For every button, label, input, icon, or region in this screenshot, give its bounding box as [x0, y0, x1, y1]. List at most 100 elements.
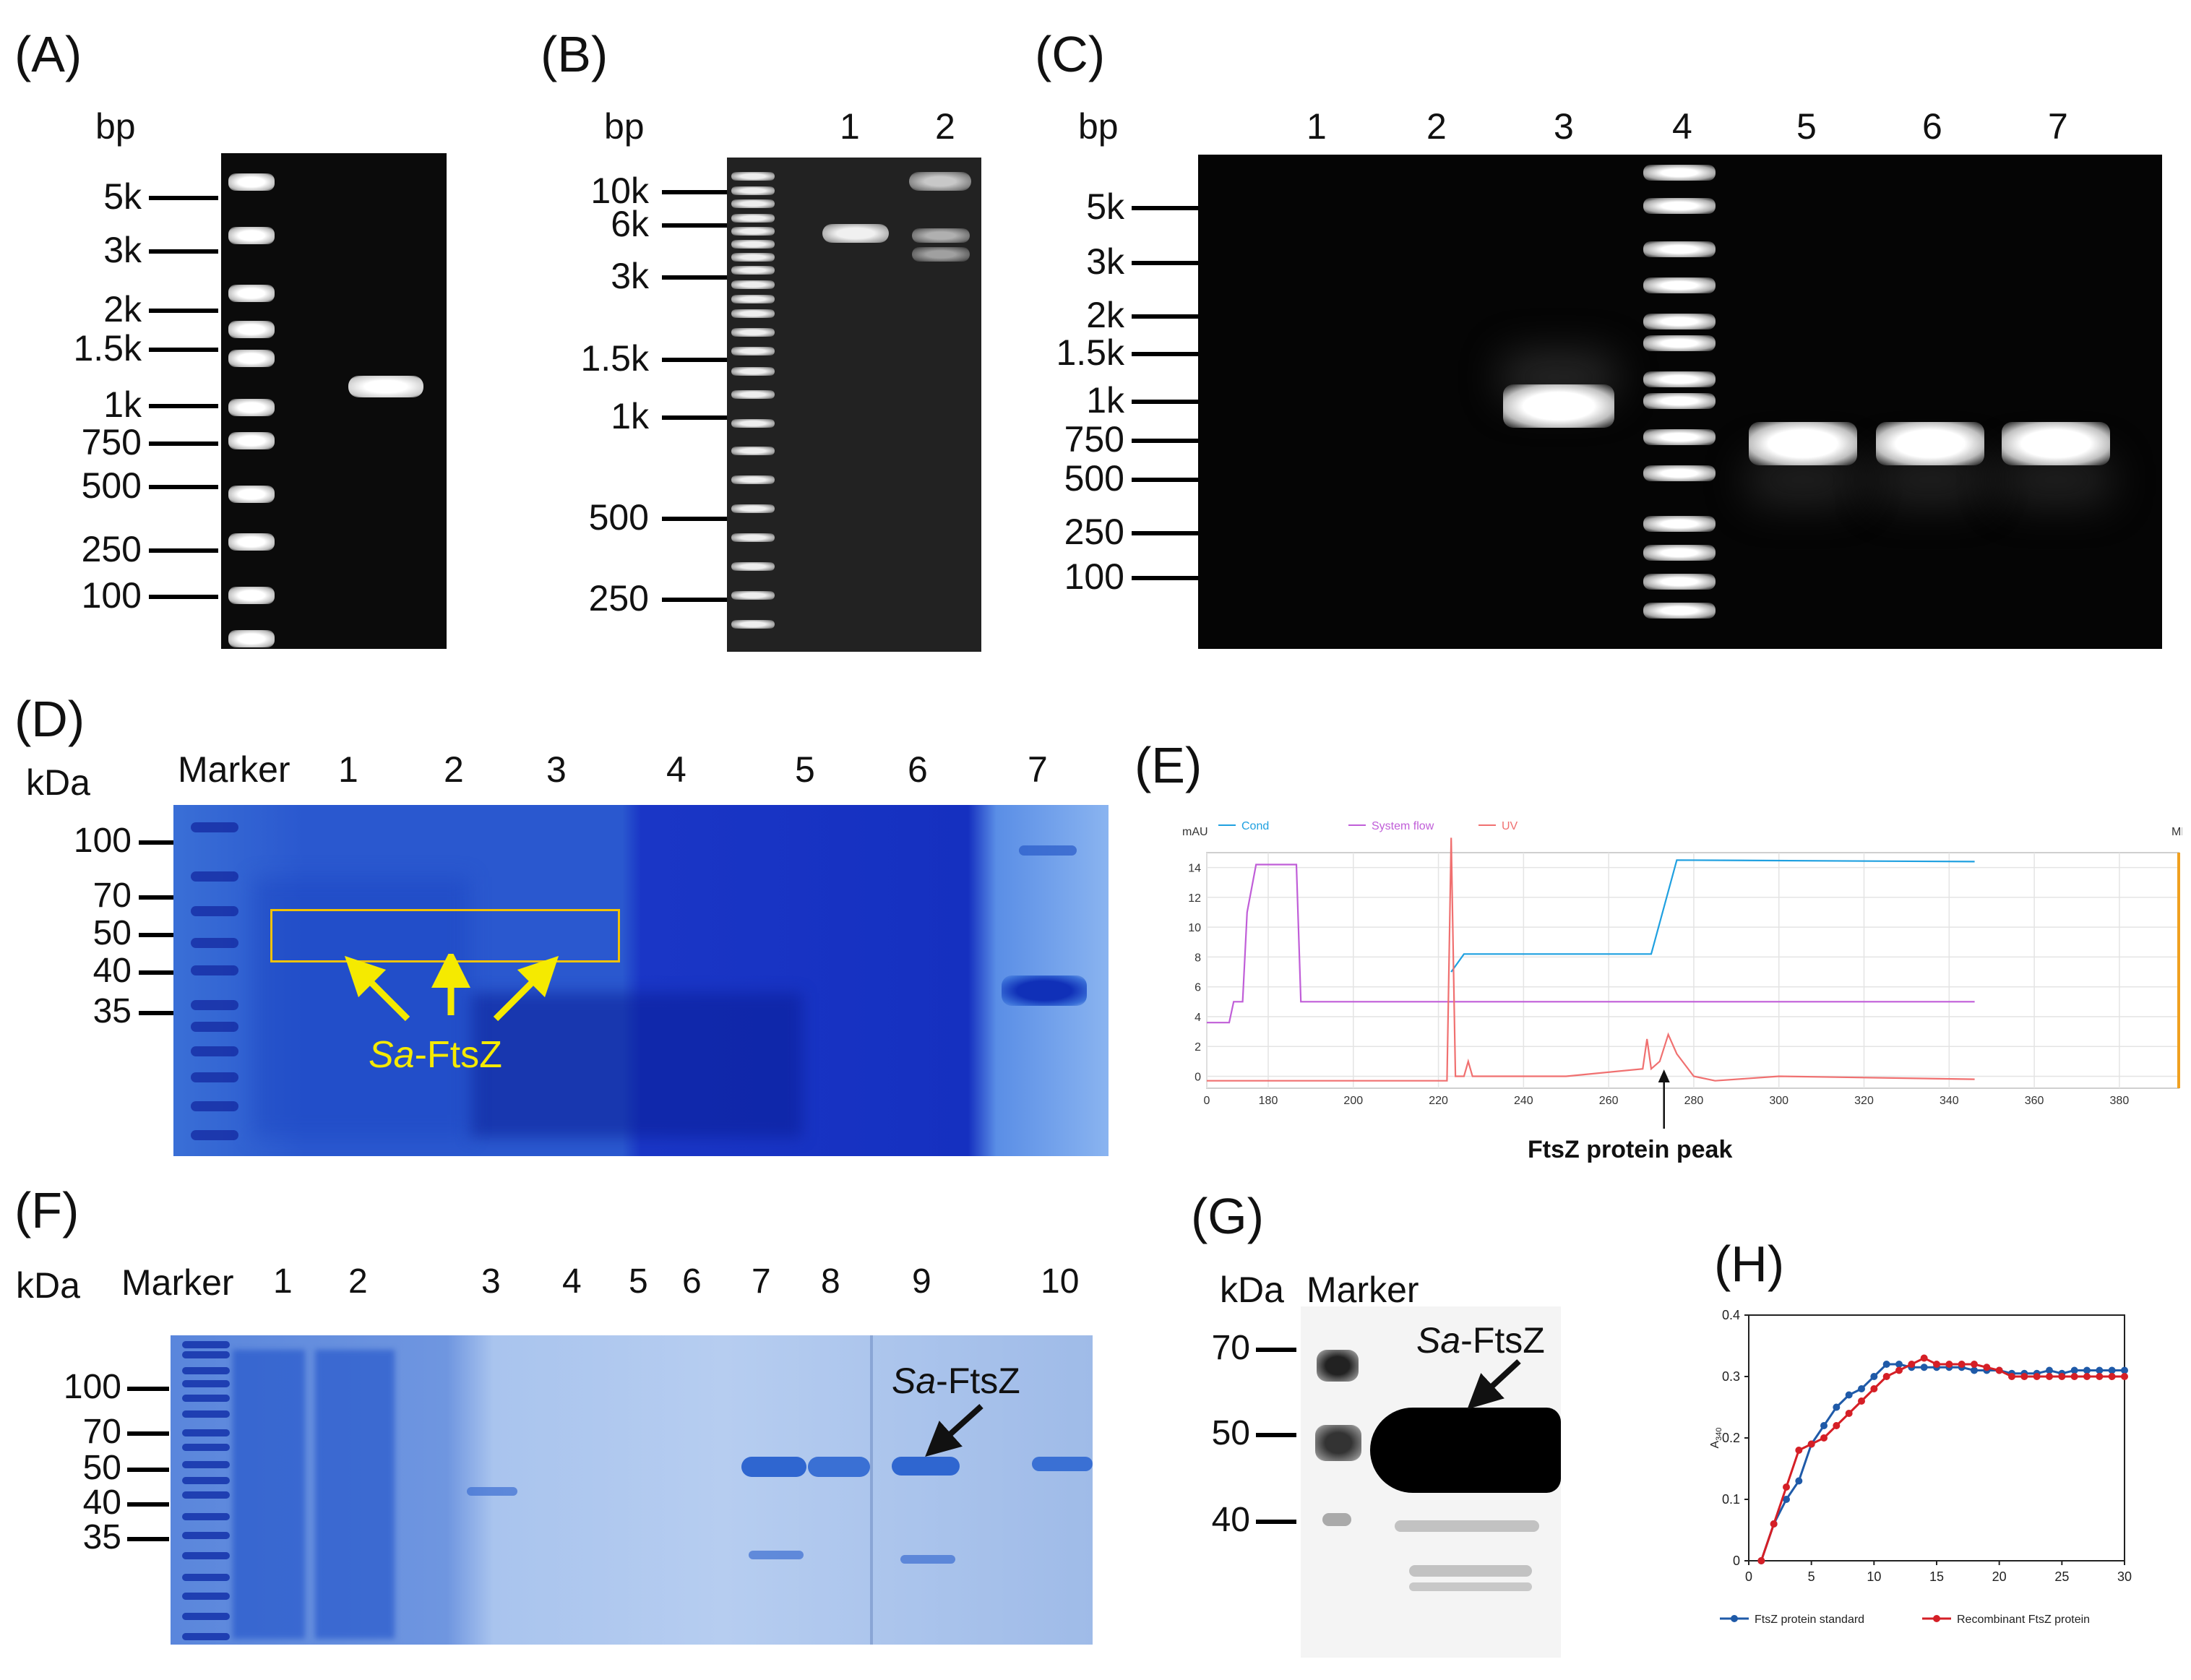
chart-h-point: [2046, 1373, 2053, 1380]
panel-g-arrow: [1467, 1359, 1521, 1410]
chromatogram-xtick: 180: [1259, 1095, 1278, 1107]
lane-d-4: 4: [666, 749, 686, 790]
band-f-lane8: [808, 1457, 870, 1477]
lane-f-7: 7: [752, 1262, 771, 1301]
panel-h-label: (H): [1714, 1236, 1785, 1292]
panel-g-marker-label: Marker: [1307, 1270, 1419, 1310]
chromatogram-xtick: 260: [1599, 1095, 1619, 1107]
lane-c-3: 3: [1554, 106, 1574, 147]
marker-b-1k: 1k: [611, 395, 649, 436]
marker-a-line-5k: [149, 196, 218, 200]
marker-d-40: 40: [92, 951, 132, 990]
ladder-f-band: [182, 1477, 230, 1484]
ladder-b-band: [731, 367, 775, 376]
ladder-f-band: [182, 1367, 230, 1374]
band-b-lane2-low: [912, 247, 970, 262]
lane-f-8: 8: [821, 1262, 840, 1301]
chart-h-series-line-0: [1760, 1363, 2125, 1561]
band-c-lane6: [1876, 422, 1984, 465]
chart-h-point: [2058, 1373, 2066, 1380]
chart-h-point: [1920, 1364, 1928, 1371]
chromatogram-ytick: 0: [1194, 1071, 1201, 1083]
chromatogram-ytick: 10: [1188, 922, 1201, 934]
marker-c-line-3k: [1132, 261, 1200, 265]
ladder-b-band: [731, 309, 775, 318]
chart-h-point: [2083, 1373, 2091, 1380]
ladder-c-band: [1643, 165, 1716, 181]
chart-h-point: [2121, 1373, 2128, 1380]
panel-b-lane-1: 1: [840, 106, 860, 147]
band-c-lane7: [2002, 422, 2110, 465]
marker-a-line-2k: [149, 309, 218, 313]
band-f-lane9: [892, 1457, 960, 1476]
ladder-c-band: [1643, 371, 1716, 387]
marker-c-1k: 1k: [1086, 379, 1124, 421]
chart-h-xtick: 10: [1867, 1569, 1881, 1584]
chart-h-ytick: 0.4: [1722, 1308, 1740, 1322]
marker-d-100: 100: [73, 821, 132, 860]
chromatogram-ytick: 2: [1194, 1041, 1201, 1054]
panel-d-unit: kDa: [26, 762, 90, 803]
marker-d-line-50: [139, 933, 175, 937]
chart-h-point: [1882, 1361, 1890, 1368]
panel-f-annotation: Sa-FtsZ: [892, 1363, 1020, 1399]
ladder-c-band: [1643, 574, 1716, 590]
panel-f-arrow: [925, 1404, 983, 1457]
chart-h-point: [1858, 1397, 1865, 1405]
marker-c-line-500: [1132, 478, 1200, 482]
blot-g-marker-50: [1315, 1425, 1361, 1461]
ladder-b-band: [731, 475, 775, 484]
lane-d-5: 5: [795, 749, 815, 790]
marker-d-50: 50: [92, 913, 132, 952]
chart-h-point: [1971, 1366, 1978, 1374]
ladder-f-band: [182, 1513, 230, 1520]
marker-c-line-2k: [1132, 314, 1200, 319]
band-f-lane9-low: [900, 1555, 955, 1564]
series-line-cond: [1450, 859, 1975, 973]
ladder-b-band: [731, 347, 775, 356]
chart-h-xtick: 20: [1992, 1569, 2007, 1584]
marker-d-line-35: [139, 1011, 175, 1015]
marker-a-500: 500: [81, 465, 142, 506]
chart-h-xtick: 30: [2117, 1569, 2132, 1584]
panel-g-unit: kDa: [1220, 1270, 1284, 1310]
marker-b-line-3k: [662, 275, 727, 280]
panel-b-lane-2: 2: [935, 106, 955, 147]
lane-f-10: 10: [1041, 1262, 1080, 1301]
panel-d-annotation-suffix: -FtsZ: [414, 1034, 502, 1076]
legend-label-uv: UV: [1502, 820, 1518, 832]
lane-c-2: 2: [1426, 106, 1447, 147]
lane-f-1: 1: [273, 1262, 293, 1301]
chart-h-series-line-1: [1760, 1356, 2125, 1561]
band-f-lane10: [1032, 1457, 1093, 1471]
ladder-f-band: [182, 1395, 230, 1402]
chart-h-ytick: 0.3: [1722, 1369, 1740, 1384]
chart-h-point: [1833, 1422, 1841, 1429]
ladder-b-band: [731, 266, 775, 275]
ladder-a-band: [228, 399, 275, 416]
lane-c-4: 4: [1672, 106, 1692, 147]
ladder-a-band: [228, 486, 275, 503]
panel-f-marker-label: Marker: [121, 1262, 234, 1303]
chart-h-point: [2070, 1366, 2078, 1374]
chart-h-ylabel: A340: [1709, 1427, 1723, 1448]
chart-h-legend-marker-0: [1731, 1615, 1738, 1622]
arrow-g: [1467, 1359, 1521, 1410]
marker-g-line-50: [1256, 1433, 1296, 1437]
panel-c-unit: bp: [1078, 106, 1119, 147]
marker-b-line-1.5k: [662, 358, 727, 362]
chromatogram-ytick: 14: [1188, 863, 1201, 875]
panel-c-label: (C): [1035, 26, 1106, 82]
band-b-lane2-mid: [912, 228, 970, 243]
chart-h-ytick: 0.2: [1722, 1431, 1740, 1445]
chart-h-frame: [1748, 1314, 2125, 1561]
marker-b-250: 250: [588, 577, 649, 619]
ladder-b-band: [731, 620, 775, 629]
chromatogram-ytick: 8: [1194, 952, 1201, 964]
ladder-c-band: [1643, 429, 1716, 445]
marker-d-line-100: [139, 840, 175, 845]
gel-b: [727, 158, 981, 652]
ladder-d-band: [191, 965, 238, 975]
chromatogram-plot-area: [1206, 852, 2179, 1089]
ladder-f-band: [182, 1491, 230, 1499]
